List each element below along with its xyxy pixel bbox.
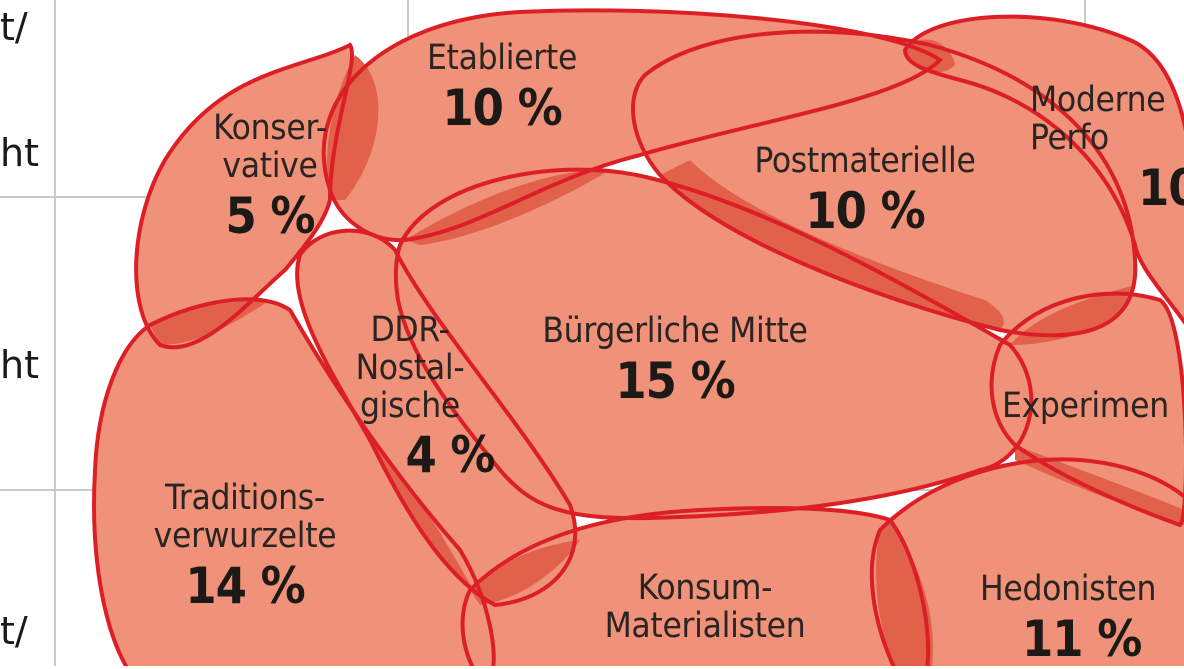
milieu-percent: 10 % [805,181,925,240]
milieu-name: DDR- Nostal- gische [355,310,465,426]
milieu-percent: 5 % [225,186,315,245]
hedonisten-outline [869,457,1184,666]
konsum-materialisten-fill [462,508,929,666]
buergerliche-mitte-outline [393,167,1034,521]
etablierte-outline [321,8,944,243]
moderne-performer-outline [902,14,1184,325]
milieu-traditionsverwurzelte: Traditions- verwurzelte 14 % [120,478,370,616]
milieu-ddr-nostalgische: DDR- Nostal- gische 4 % [290,310,530,485]
experimentalisten-fill [991,293,1184,525]
milieu-konsum-materialisten: Konsum- Materialisten [570,568,840,646]
milieu-etablierte: Etablierte 10 % [392,38,612,138]
milieu-name: Bürgerliche Mitte [542,311,808,351]
konservative-fill [136,45,353,348]
milieu-percent: 10 [1138,158,1184,217]
milieu-name: Moderne Perfo [1030,80,1166,158]
buergerliche-mitte-fill [395,169,1032,519]
konsum-materialisten-outline [460,506,931,666]
overlap-region [660,160,1005,330]
overlap-region [1010,285,1135,345]
hedonisten-fill [871,459,1184,666]
milieu-postmaterielle: Postmaterielle 10 % [705,141,1025,241]
overlap-region [326,55,379,200]
milieu-overlaps [150,39,1184,666]
milieu-name: Etablierte [426,38,578,78]
milieu-name: Konser- vative [213,108,327,186]
milieu-percent: 15 % [615,351,735,410]
axis-label: t/ [0,5,28,49]
milieu-name: Konsum- Materialisten [604,568,806,646]
axis-label: ht [0,131,39,175]
milieu-name: Experimen [1002,386,1169,426]
milieu-moderne-performer: Moderne Perfo 10 [1030,80,1184,218]
milieu-percent: 14 % [185,556,305,615]
overlap-region [370,440,480,600]
postmaterielle-fill [633,31,1136,336]
moderne-performer-fill [905,16,1184,322]
konservative-outline [134,42,355,350]
milieu-fills [94,10,1184,666]
milieu-percent: 4 % [405,426,495,485]
milieu-konservative: Konser- vative 5 % [150,108,390,246]
milieu-experimentalisten: Experimen [1002,386,1184,426]
axis-label: ht [0,343,39,387]
milieu-name: Traditions- verwurzelte [153,478,337,556]
traditionsverwurzelte-fill [94,299,494,666]
milieu-percent: 11 % [1022,609,1142,668]
experimentalisten-outline [989,291,1184,528]
milieu-outlines [92,8,1184,666]
milieu-hedonisten: Hedonisten 11 % [980,569,1184,669]
axis-label: t/ [0,609,28,653]
milieu-buergerliche-mitte: Bürgerliche Mitte 15 % [500,311,850,411]
postmaterielle-outline [631,29,1138,338]
overlap-region [876,520,934,666]
traditionsverwurzelte-outline [92,297,496,666]
milieu-name: Postmaterielle [754,141,976,181]
overlap-region [470,540,580,605]
milieu-percent: 10 % [442,78,562,137]
overlap-region [1015,445,1184,525]
ddr-nostalgische-fill [297,230,576,605]
milieu-name: Hedonisten [980,569,1157,609]
